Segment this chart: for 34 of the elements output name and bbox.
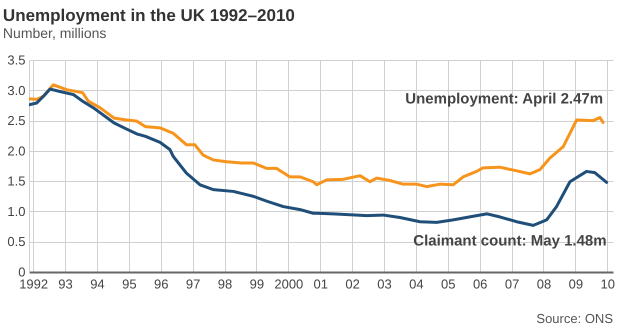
x-tick-label: 07	[504, 276, 520, 292]
x-tick-label: 02	[345, 276, 360, 292]
x-tick-label: 98	[218, 276, 232, 292]
x-tick-label: 96	[154, 276, 168, 292]
x-tick-label: 05	[441, 276, 456, 292]
line-series	[29, 83, 605, 188]
y-tick-label: 1.5	[7, 174, 26, 189]
x-tick-label: 09	[568, 276, 584, 292]
x-tick-label: 1992	[19, 276, 48, 292]
y-tick-label: 0	[18, 264, 26, 280]
x-tick-label: 03	[377, 276, 392, 292]
series-label: Unemployment: April 2.47m	[405, 90, 604, 108]
source-note: Source: ONS	[536, 311, 614, 326]
y-tick-label: 0.5	[7, 234, 26, 250]
x-tick-label: 06	[472, 276, 488, 292]
x-tick-label: 95	[122, 276, 137, 292]
x-tick-label: 10	[600, 276, 615, 292]
y-tick-label: 2.0	[7, 143, 26, 158]
chart-subtitle: Number, millions	[2, 25, 106, 41]
series-label: Claimant count: May 1.48m	[413, 232, 607, 250]
x-tick-label: 94	[90, 276, 105, 292]
x-tick-label: 01	[313, 276, 328, 292]
chart-title: Unemployment in the UK 1992–2010	[2, 6, 295, 25]
y-tick-label: 2.5	[7, 113, 26, 128]
y-tick-label: 1.0	[7, 204, 26, 219]
y-tick-label: 3.0	[7, 82, 26, 98]
y-tick-label: 3.5	[7, 52, 26, 68]
x-tick-label: 97	[186, 276, 200, 292]
x-tick-label: 08	[536, 276, 552, 292]
x-tick-label: 04	[409, 276, 424, 292]
x-tick-label: 2000	[274, 276, 304, 292]
x-tick-label: 93	[58, 276, 73, 292]
x-tick-label: 99	[250, 276, 264, 292]
line-series	[29, 88, 608, 227]
